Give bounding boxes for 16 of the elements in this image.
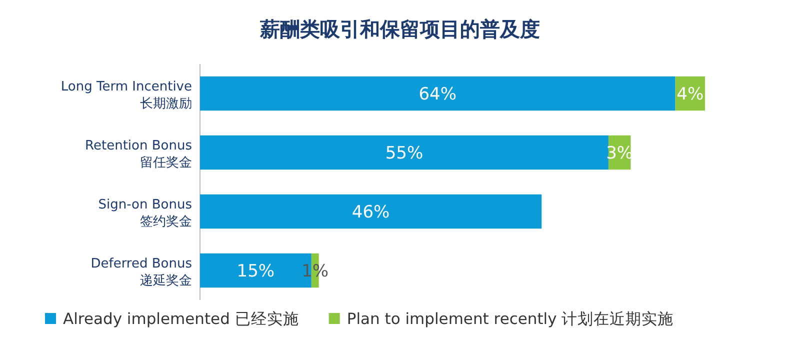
bar [200, 135, 608, 170]
bar [200, 194, 542, 229]
data-label: 64% [418, 84, 457, 104]
data-label: 46% [352, 202, 390, 222]
data-label: 1% [302, 262, 329, 282]
y-tick-label: Long Term Incentive 长期激励 [60, 80, 192, 112]
data-label: 4% [676, 84, 704, 104]
y-tick-label: Sign-on Bonus 签约奖金 [98, 198, 192, 230]
legend-label: Plan to implement recently 计划在近期实施 [346, 310, 674, 328]
chart-title: 薪酬类吸引和保留项目的普及度 [259, 17, 540, 41]
y-tick-label: Retention Bonus 留任奖金 [85, 138, 192, 170]
y-tick-label: Deferred Bonus 递延奖金 [90, 256, 192, 288]
bar [200, 76, 676, 111]
legend-label: Already implemented 已经实施 [63, 310, 299, 328]
data-label: 15% [236, 262, 275, 282]
data-label: 55% [385, 144, 424, 164]
